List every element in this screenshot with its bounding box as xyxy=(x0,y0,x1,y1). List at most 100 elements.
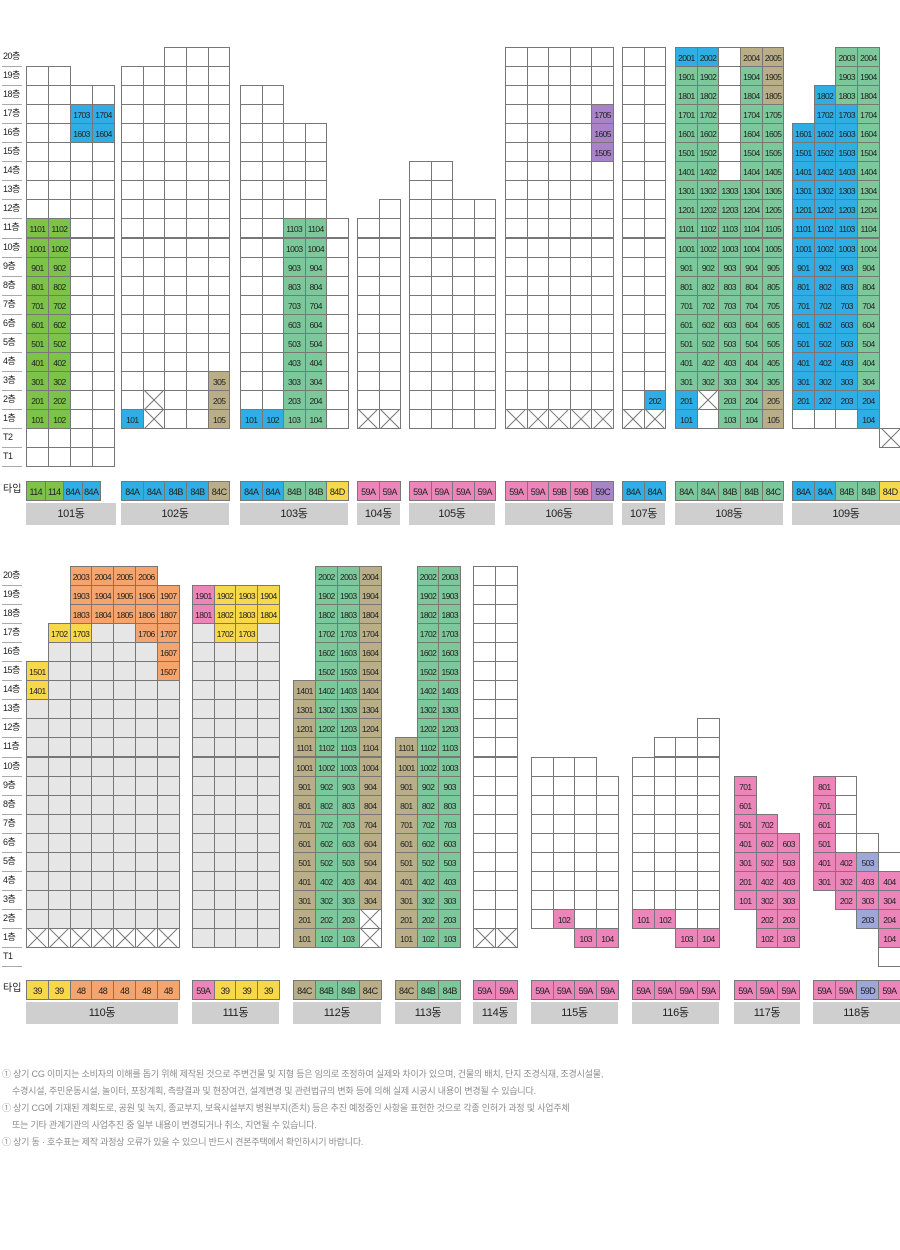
unit-cell: 202 xyxy=(755,908,779,929)
unit-cell: 703 xyxy=(283,294,306,315)
unit-empty xyxy=(357,275,380,296)
floor-divider xyxy=(2,447,22,449)
unit-cell: 103 xyxy=(438,927,462,948)
unit-empty xyxy=(591,389,614,410)
unit-empty xyxy=(409,313,432,334)
unit-cell: 103 xyxy=(574,927,598,948)
unit-cell: 901 xyxy=(675,256,698,277)
unit-cell: 204 xyxy=(304,389,327,410)
unit-cell: 303 xyxy=(718,370,742,391)
unit-unavailable xyxy=(91,908,115,929)
unit-unavailable xyxy=(156,889,180,910)
unit-empty xyxy=(643,370,666,391)
unit-empty xyxy=(48,142,71,163)
unit-cell: 602 xyxy=(314,832,338,853)
unit-cell: 1304 xyxy=(740,180,763,201)
unit-unavailable xyxy=(192,699,215,720)
unit-cell: 102 xyxy=(416,927,440,948)
unit-empty xyxy=(164,389,188,410)
unit-empty xyxy=(207,47,231,68)
floor-divider xyxy=(2,370,22,372)
unit-empty xyxy=(121,389,144,410)
unit-cell: 1505 xyxy=(591,142,614,163)
unit-cell: 301 xyxy=(792,370,815,391)
floor-divider xyxy=(2,161,22,163)
floor-label: 14층 xyxy=(3,684,20,695)
unit-cell: 1001 xyxy=(395,756,418,777)
unit-void xyxy=(156,927,180,948)
unit-cell: 2002 xyxy=(696,47,720,68)
unit-empty xyxy=(240,161,263,182)
unit-empty xyxy=(505,180,528,201)
unit-empty xyxy=(622,370,645,391)
unit-empty xyxy=(142,104,166,125)
unit-empty xyxy=(596,832,619,853)
unit-empty xyxy=(495,737,518,758)
unit-empty xyxy=(409,370,432,391)
unit-type-cell: 59A xyxy=(473,481,496,501)
unit-cell: 503 xyxy=(777,851,801,872)
unit-empty xyxy=(240,313,263,334)
unit-empty xyxy=(207,104,231,125)
unit-cell: 1002 xyxy=(813,237,837,258)
unit-empty xyxy=(261,199,284,220)
unit-cell: 305 xyxy=(761,370,785,391)
unit-cell: 801 xyxy=(675,275,698,296)
unit-empty xyxy=(505,237,528,258)
unit-cell: 202 xyxy=(834,889,858,910)
unit-empty xyxy=(473,332,496,353)
unit-empty xyxy=(531,908,554,929)
unit-unavailable xyxy=(192,623,215,644)
unit-empty xyxy=(409,275,432,296)
unit-cell: 1901 xyxy=(675,66,698,87)
unit-unavailable xyxy=(257,908,280,929)
unit-empty xyxy=(596,870,619,891)
unit-empty xyxy=(142,351,166,372)
unit-cell: 903 xyxy=(336,775,360,796)
unit-type-cell: 59A xyxy=(409,481,432,501)
unit-cell: 301 xyxy=(26,370,49,391)
unit-empty xyxy=(186,104,209,125)
unit-empty xyxy=(92,237,115,258)
unit-cell: 201 xyxy=(792,389,815,410)
unit-empty xyxy=(643,218,666,239)
unit-cell: 302 xyxy=(314,889,338,910)
unit-cell: 401 xyxy=(792,351,815,372)
unit-unavailable xyxy=(113,642,136,663)
unit-cell: 801 xyxy=(813,775,836,796)
unit-cell: 804 xyxy=(304,275,327,296)
unit-cell: 105 xyxy=(207,408,231,429)
unit-cell: 701 xyxy=(792,294,815,315)
unit-empty xyxy=(697,775,720,796)
unit-empty xyxy=(70,408,93,429)
unit-unavailable xyxy=(26,851,49,872)
unit-empty xyxy=(505,313,528,334)
unit-void xyxy=(378,408,401,429)
unit-empty xyxy=(261,85,284,106)
floor-divider xyxy=(2,794,22,796)
unit-empty xyxy=(92,256,115,277)
unit-cell: 804 xyxy=(740,275,763,296)
unit-cell: 1203 xyxy=(835,199,859,220)
unit-empty xyxy=(643,237,666,258)
unit-empty xyxy=(261,389,284,410)
unit-empty xyxy=(548,142,571,163)
unit-empty xyxy=(526,104,550,125)
unit-type-cell: 84B xyxy=(283,481,306,501)
unit-empty xyxy=(283,123,306,144)
unit-empty xyxy=(526,161,550,182)
unit-empty xyxy=(526,351,550,372)
unit-empty xyxy=(622,275,645,296)
floor-label: 12층 xyxy=(3,722,20,733)
unit-cell: 903 xyxy=(283,256,306,277)
unit-empty xyxy=(473,813,496,834)
unit-cell: 1804 xyxy=(257,604,280,625)
unit-empty xyxy=(261,256,284,277)
unit-empty xyxy=(26,447,49,468)
unit-empty xyxy=(473,642,496,663)
unit-empty xyxy=(526,389,550,410)
unit-empty xyxy=(121,180,144,201)
unit-cell: 1504 xyxy=(740,142,763,163)
unit-cell: 102 xyxy=(552,908,576,929)
unit-empty xyxy=(596,794,619,815)
